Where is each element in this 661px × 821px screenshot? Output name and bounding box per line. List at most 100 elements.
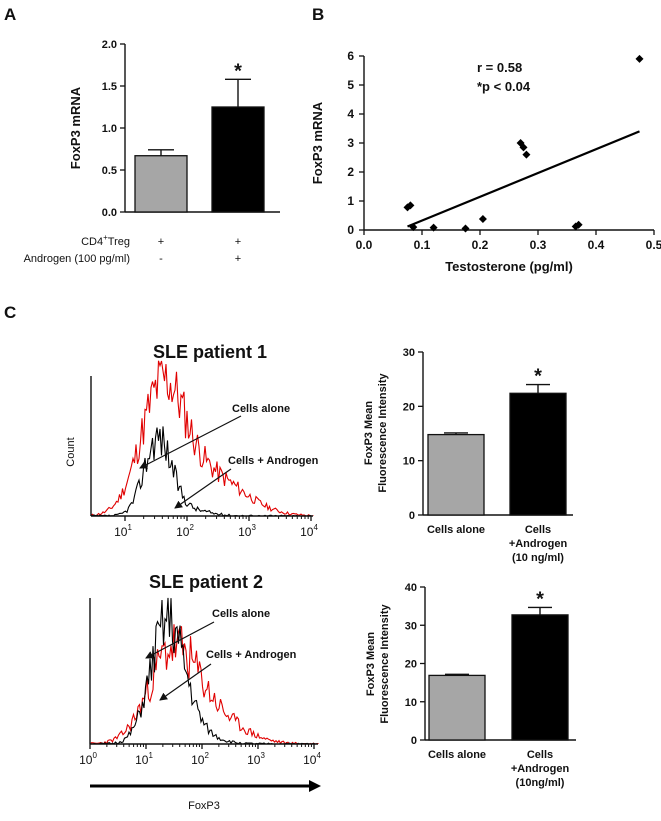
data-point	[574, 220, 583, 229]
x-tick-label: 100	[79, 751, 97, 767]
panel-c2-legend-cells-androgen: Cells + Androgen	[206, 649, 297, 661]
histogram-cells-androgen	[90, 360, 314, 517]
bar	[134, 155, 188, 213]
x-category-label: +Androgen	[509, 538, 568, 550]
panel-c2-legend-cells-alone: Cells alone	[212, 608, 270, 620]
histogram-cells-alone	[90, 426, 313, 517]
panel-c2-x-axis-label: FoxP3	[188, 800, 220, 812]
panel-c1-arrow-cells-androgen	[174, 468, 232, 509]
y-tick-label: 20	[405, 659, 417, 671]
panel-c1-legend-cells-androgen: Cells + Androgen	[228, 455, 319, 467]
x-tick-label: 0.1	[414, 238, 431, 252]
panel-c1-title: SLE patient 1	[153, 342, 267, 362]
data-point	[478, 214, 487, 223]
y-tick-label: 2.0	[102, 39, 117, 51]
y-tick-label: 30	[403, 347, 415, 359]
panel-c2-arrow-cells-androgen	[159, 663, 212, 701]
panel-c2-title: SLE patient 2	[149, 572, 263, 592]
panel-a-condition-mark: +	[235, 253, 241, 265]
panel-b-annotation-p: *p < 0.04	[477, 79, 531, 94]
bar	[427, 433, 485, 516]
panel-label-a: A	[4, 5, 16, 24]
data-point	[519, 143, 528, 152]
bar	[511, 614, 569, 741]
x-tick-label: 101	[114, 523, 132, 539]
panel-c1-y-axis-label: Count	[65, 437, 77, 466]
panel-label-b: B	[312, 5, 324, 24]
y-tick-label: 0	[347, 223, 354, 237]
panel-b-y-axis-label: FoxP3 mRNA	[310, 101, 325, 184]
histogram-cells-androgen	[89, 624, 319, 745]
y-tick-label: 1.5	[102, 81, 117, 93]
bar	[211, 106, 265, 213]
data-point	[635, 54, 644, 63]
y-tick-label: 0.0	[102, 207, 117, 219]
data-point	[409, 223, 418, 232]
bar	[428, 674, 486, 741]
x-tick-label: 0.4	[588, 238, 605, 252]
y-tick-label: 0	[411, 735, 417, 747]
panel-c2-arrow-cells-alone	[145, 621, 215, 659]
panel-c2-histogram: SLE patient 2 100 101 102 103 104 Cells alon…	[79, 572, 321, 812]
panel-c1-bar-y-label-line1: FoxP3 Mean	[363, 401, 375, 465]
panel-c1-legend-cells-alone: Cells alone	[232, 403, 290, 415]
data-point	[429, 223, 438, 232]
panel-b-scatter-plot: FoxP3 mRNA Testosterone (pg/ml) r = 0.58…	[310, 49, 661, 274]
y-tick-label: 6	[347, 49, 354, 63]
panel-a-condition-mark: -	[159, 253, 163, 265]
data-point	[406, 201, 415, 210]
y-tick-label: 2	[347, 165, 354, 179]
panel-a-condition-label-androgen: Androgen (100 pg/ml)	[24, 253, 130, 265]
y-tick-label: 30	[405, 620, 417, 632]
panel-c2-bar-y-label-line2: Fluorescence Intensity	[379, 604, 391, 724]
panel-c2-bar-chart: FoxP3 Mean Fluorescence Intensity 0 10 20 3…	[365, 582, 576, 789]
bar	[509, 392, 567, 516]
x-tick-label: 102	[176, 523, 194, 539]
x-category-label: (10 ng/ml)	[512, 552, 564, 564]
x-category-label: Cells alone	[428, 749, 486, 761]
x-category-label: Cells	[525, 524, 551, 536]
x-tick-label: 102	[191, 751, 209, 767]
x-tick-label: 103	[238, 523, 256, 539]
histogram-cells-alone	[90, 597, 318, 745]
panel-c1-bar-chart: FoxP3 Mean Fluorescence Intensity 0 10 20 3…	[363, 347, 573, 564]
panel-a-condition-mark: +	[158, 236, 164, 248]
x-tick-label: 104	[303, 751, 321, 767]
data-point	[461, 224, 470, 233]
y-tick-label: 0	[409, 510, 415, 522]
panel-label-c: C	[4, 303, 16, 322]
x-tick-label: 101	[135, 751, 153, 767]
panel-a-bar-chart: FoxP3 mRNA 0.0 0.5 1.0 1.5 2.0 * CD4+Treg An…	[24, 39, 280, 265]
y-tick-label: 0.5	[102, 165, 117, 177]
y-tick-label: 5	[347, 78, 354, 92]
y-tick-label: 1.0	[102, 123, 117, 135]
x-tick-label: 103	[247, 751, 265, 767]
panel-c1-arrow-cells-alone	[139, 415, 242, 469]
x-category-label: +Androgen	[511, 763, 570, 775]
panel-a-significance-star: *	[234, 60, 242, 82]
y-tick-label: 20	[403, 401, 415, 413]
panel-a-condition-label-treg: CD4+Treg	[81, 233, 130, 248]
data-point	[522, 150, 531, 159]
x-tick-label: 0.3	[530, 238, 547, 252]
x-tick-label: 104	[300, 523, 318, 539]
panel-a-condition-mark: +	[235, 236, 241, 248]
y-tick-label: 10	[403, 456, 415, 468]
panel-c1-bar-significance-star: *	[534, 366, 542, 388]
y-tick-label: 10	[405, 697, 417, 709]
y-tick-label: 40	[405, 582, 417, 594]
panel-c2-bar-y-label-line1: FoxP3 Mean	[365, 632, 377, 696]
x-tick-label: 0.5	[646, 238, 661, 252]
regression-line	[407, 130, 640, 228]
y-tick-label: 1	[347, 194, 354, 208]
panel-b-annotation-r: r = 0.58	[477, 60, 522, 75]
x-category-label: (10ng/ml)	[516, 777, 565, 789]
panel-c2-bar-significance-star: *	[536, 588, 544, 610]
x-category-label: Cells alone	[427, 524, 485, 536]
x-category-label: Cells	[527, 749, 553, 761]
y-tick-label: 4	[347, 107, 354, 121]
panel-a-y-axis-label: FoxP3 mRNA	[68, 86, 83, 169]
x-tick-label: 0.0	[356, 238, 373, 252]
panel-c1-histogram: SLE patient 1 Count 101 102 103 104 Cells a…	[65, 342, 319, 539]
